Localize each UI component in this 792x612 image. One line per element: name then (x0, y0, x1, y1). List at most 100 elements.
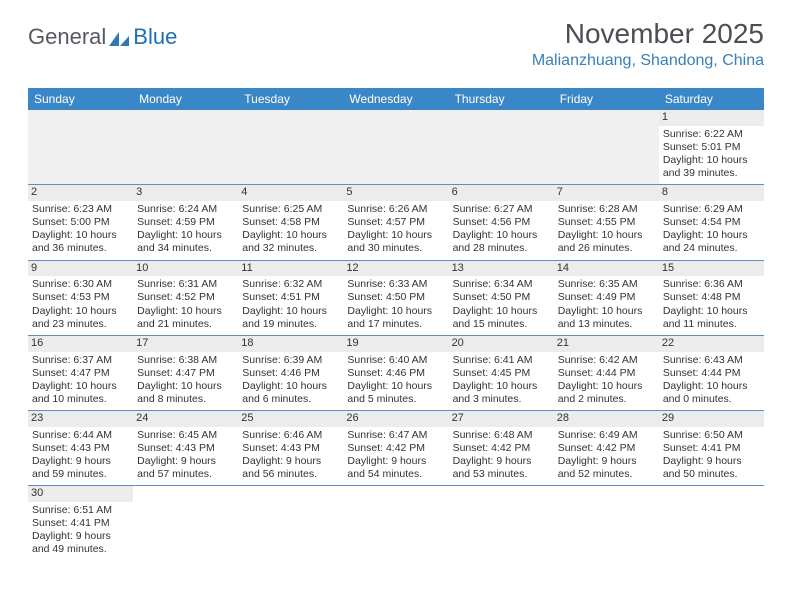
day-cell: 20Sunrise: 6:41 AMSunset: 4:45 PMDayligh… (449, 336, 554, 410)
sunset-text: Sunset: 4:47 PM (32, 367, 129, 380)
sunset-text: Sunset: 4:43 PM (32, 442, 129, 455)
daylight-text: Daylight: 10 hours (663, 154, 760, 167)
sunset-text: Sunset: 4:54 PM (663, 216, 760, 229)
location-text: Malianzhuang, Shandong, China (532, 52, 764, 70)
daylight-text: Daylight: 10 hours (32, 380, 129, 393)
sunset-text: Sunset: 4:41 PM (32, 517, 129, 530)
day-number: 11 (238, 261, 343, 277)
day-cell: 15Sunrise: 6:36 AMSunset: 4:48 PMDayligh… (659, 261, 764, 335)
daylight-text: and 52 minutes. (558, 468, 655, 481)
day-number: 17 (133, 336, 238, 352)
day-number: 22 (659, 336, 764, 352)
daylight-text: and 6 minutes. (242, 393, 339, 406)
daylight-text: Daylight: 10 hours (663, 380, 760, 393)
sunset-text: Sunset: 4:51 PM (242, 291, 339, 304)
day-cell: 10Sunrise: 6:31 AMSunset: 4:52 PMDayligh… (133, 261, 238, 335)
sunrise-text: Sunrise: 6:36 AM (663, 278, 760, 291)
day-cell: 6Sunrise: 6:27 AMSunset: 4:56 PMDaylight… (449, 185, 554, 259)
day-number: 14 (554, 261, 659, 277)
sunrise-text: Sunrise: 6:40 AM (347, 354, 444, 367)
sunrise-text: Sunrise: 6:22 AM (663, 128, 760, 141)
day-cell: 7Sunrise: 6:28 AMSunset: 4:55 PMDaylight… (554, 185, 659, 259)
sunset-text: Sunset: 4:53 PM (32, 291, 129, 304)
title-block: November 2025 Malianzhuang, Shandong, Ch… (532, 18, 764, 70)
sunset-text: Sunset: 4:58 PM (242, 216, 339, 229)
sunrise-text: Sunrise: 6:38 AM (137, 354, 234, 367)
sunrise-text: Sunrise: 6:24 AM (137, 203, 234, 216)
sunset-text: Sunset: 4:42 PM (347, 442, 444, 455)
week-row: 2Sunrise: 6:23 AMSunset: 5:00 PMDaylight… (28, 185, 764, 260)
sunrise-text: Sunrise: 6:49 AM (558, 429, 655, 442)
day-number: 5 (343, 185, 448, 201)
daylight-text: and 5 minutes. (347, 393, 444, 406)
daylight-text: and 34 minutes. (137, 242, 234, 255)
day-cell: 28Sunrise: 6:49 AMSunset: 4:42 PMDayligh… (554, 411, 659, 485)
day-number: 2 (28, 185, 133, 201)
day-cell: 19Sunrise: 6:40 AMSunset: 4:46 PMDayligh… (343, 336, 448, 410)
sunset-text: Sunset: 5:00 PM (32, 216, 129, 229)
daylight-text: and 15 minutes. (453, 318, 550, 331)
day-cell: 4Sunrise: 6:25 AMSunset: 4:58 PMDaylight… (238, 185, 343, 259)
daylight-text: Daylight: 10 hours (558, 380, 655, 393)
day-number: 8 (659, 185, 764, 201)
day-number: 10 (133, 261, 238, 277)
daylight-text: and 21 minutes. (137, 318, 234, 331)
day-cell: 25Sunrise: 6:46 AMSunset: 4:43 PMDayligh… (238, 411, 343, 485)
day-cell: 8Sunrise: 6:29 AMSunset: 4:54 PMDaylight… (659, 185, 764, 259)
sunset-text: Sunset: 4:42 PM (558, 442, 655, 455)
day-number: 6 (449, 185, 554, 201)
day-cell: 22Sunrise: 6:43 AMSunset: 4:44 PMDayligh… (659, 336, 764, 410)
daylight-text: Daylight: 10 hours (347, 380, 444, 393)
week-row: 23Sunrise: 6:44 AMSunset: 4:43 PMDayligh… (28, 411, 764, 486)
day-cell: 24Sunrise: 6:45 AMSunset: 4:43 PMDayligh… (133, 411, 238, 485)
sunset-text: Sunset: 4:52 PM (137, 291, 234, 304)
daylight-text: and 23 minutes. (32, 318, 129, 331)
sunset-text: Sunset: 4:48 PM (663, 291, 760, 304)
daylight-text: Daylight: 10 hours (242, 229, 339, 242)
daylight-text: and 10 minutes. (32, 393, 129, 406)
day-cell (554, 110, 659, 184)
day-number: 7 (554, 185, 659, 201)
day-number: 18 (238, 336, 343, 352)
day-number: 26 (343, 411, 448, 427)
day-cell: 17 Sunrise: 6:38 AMSunset: 4:47 PMDayligh… (133, 336, 238, 410)
daylight-text: and 24 minutes. (663, 242, 760, 255)
sunrise-text: Sunrise: 6:48 AM (453, 429, 550, 442)
day-cell: 26Sunrise: 6:47 AMSunset: 4:42 PMDayligh… (343, 411, 448, 485)
daylight-text: Daylight: 9 hours (32, 530, 129, 543)
day-number: 24 (133, 411, 238, 427)
daylight-text: Daylight: 10 hours (453, 305, 550, 318)
day-cell: 3Sunrise: 6:24 AMSunset: 4:59 PMDaylight… (133, 185, 238, 259)
daylight-text: and 26 minutes. (558, 242, 655, 255)
sunset-text: Sunset: 4:43 PM (242, 442, 339, 455)
day-number: 29 (659, 411, 764, 427)
daylight-text: Daylight: 10 hours (137, 380, 234, 393)
day-cell (343, 110, 448, 184)
day-cell: 21Sunrise: 6:42 AMSunset: 4:44 PMDayligh… (554, 336, 659, 410)
daylight-text: Daylight: 10 hours (663, 229, 760, 242)
sunrise-text: Sunrise: 6:30 AM (32, 278, 129, 291)
daylight-text: Daylight: 9 hours (558, 455, 655, 468)
daylight-text: Daylight: 9 hours (242, 455, 339, 468)
daylight-text: and 17 minutes. (347, 318, 444, 331)
sunrise-text: Sunrise: 6:23 AM (32, 203, 129, 216)
day-number: 15 (659, 261, 764, 277)
sunrise-text: Sunrise: 6:46 AM (242, 429, 339, 442)
daylight-text: Daylight: 10 hours (347, 229, 444, 242)
sunrise-text: Sunrise: 6:41 AM (453, 354, 550, 367)
header: General Blue November 2025 Malianzhuang,… (0, 0, 792, 78)
sunset-text: Sunset: 4:47 PM (137, 367, 234, 380)
daylight-text: and 36 minutes. (32, 242, 129, 255)
daylight-text: Daylight: 10 hours (32, 305, 129, 318)
day-number: 21 (554, 336, 659, 352)
daylight-text: and 19 minutes. (242, 318, 339, 331)
day-cell (343, 486, 448, 560)
daylight-text: Daylight: 10 hours (32, 229, 129, 242)
daylight-text: and 3 minutes. (453, 393, 550, 406)
sunrise-text: Sunrise: 6:39 AM (242, 354, 339, 367)
day-number: 30 (28, 486, 133, 502)
sunset-text: Sunset: 4:57 PM (347, 216, 444, 229)
sunset-text: Sunset: 4:50 PM (453, 291, 550, 304)
sunrise-text: Sunrise: 6:43 AM (663, 354, 760, 367)
sunset-text: Sunset: 4:45 PM (453, 367, 550, 380)
